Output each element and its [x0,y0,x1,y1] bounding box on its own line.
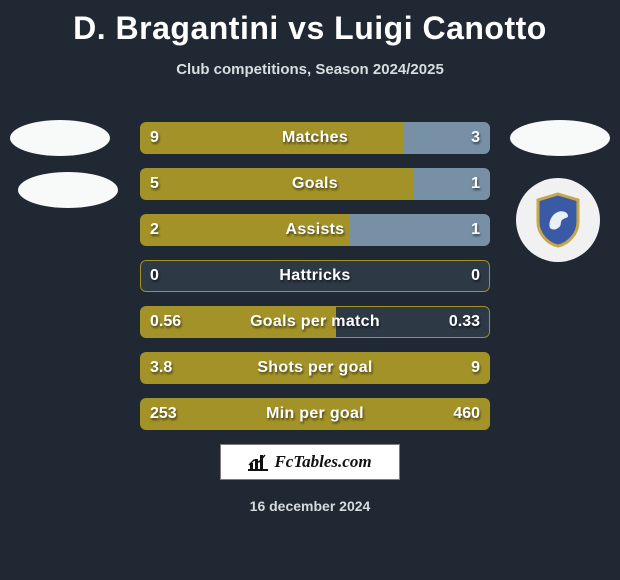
bar-label: Shots per goal [140,352,490,384]
bar-label: Goals per match [140,306,490,338]
bar-row: 00Hattricks [140,260,490,292]
page-subtitle: Club competitions, Season 2024/2025 [0,61,620,78]
bar-row: 3.89Shots per goal [140,352,490,384]
shield-icon [534,192,582,248]
bar-label: Min per goal [140,398,490,430]
chart-icon [248,453,268,471]
bar-row: 93Matches [140,122,490,154]
brand-box: FcTables.com [220,444,400,480]
club-crest-right [516,178,600,262]
bar-row: 21Assists [140,214,490,246]
bar-label: Assists [140,214,490,246]
player-right-badge-1 [510,120,610,156]
bar-label: Hattricks [140,260,490,292]
page-title: D. Bragantini vs Luigi Canotto [0,0,620,47]
bar-row: 0.560.33Goals per match [140,306,490,338]
brand-label: FcTables.com [274,452,371,472]
footer-date: 16 december 2024 [0,498,620,514]
bar-label: Matches [140,122,490,154]
player-left-badge-1 [10,120,110,156]
bar-row: 51Goals [140,168,490,200]
bar-row: 253460Min per goal [140,398,490,430]
player-left-badge-2 [18,172,118,208]
comparison-bars: 93Matches 51Goals 21Assists 00Hattricks 0.56… [140,122,490,444]
bar-label: Goals [140,168,490,200]
